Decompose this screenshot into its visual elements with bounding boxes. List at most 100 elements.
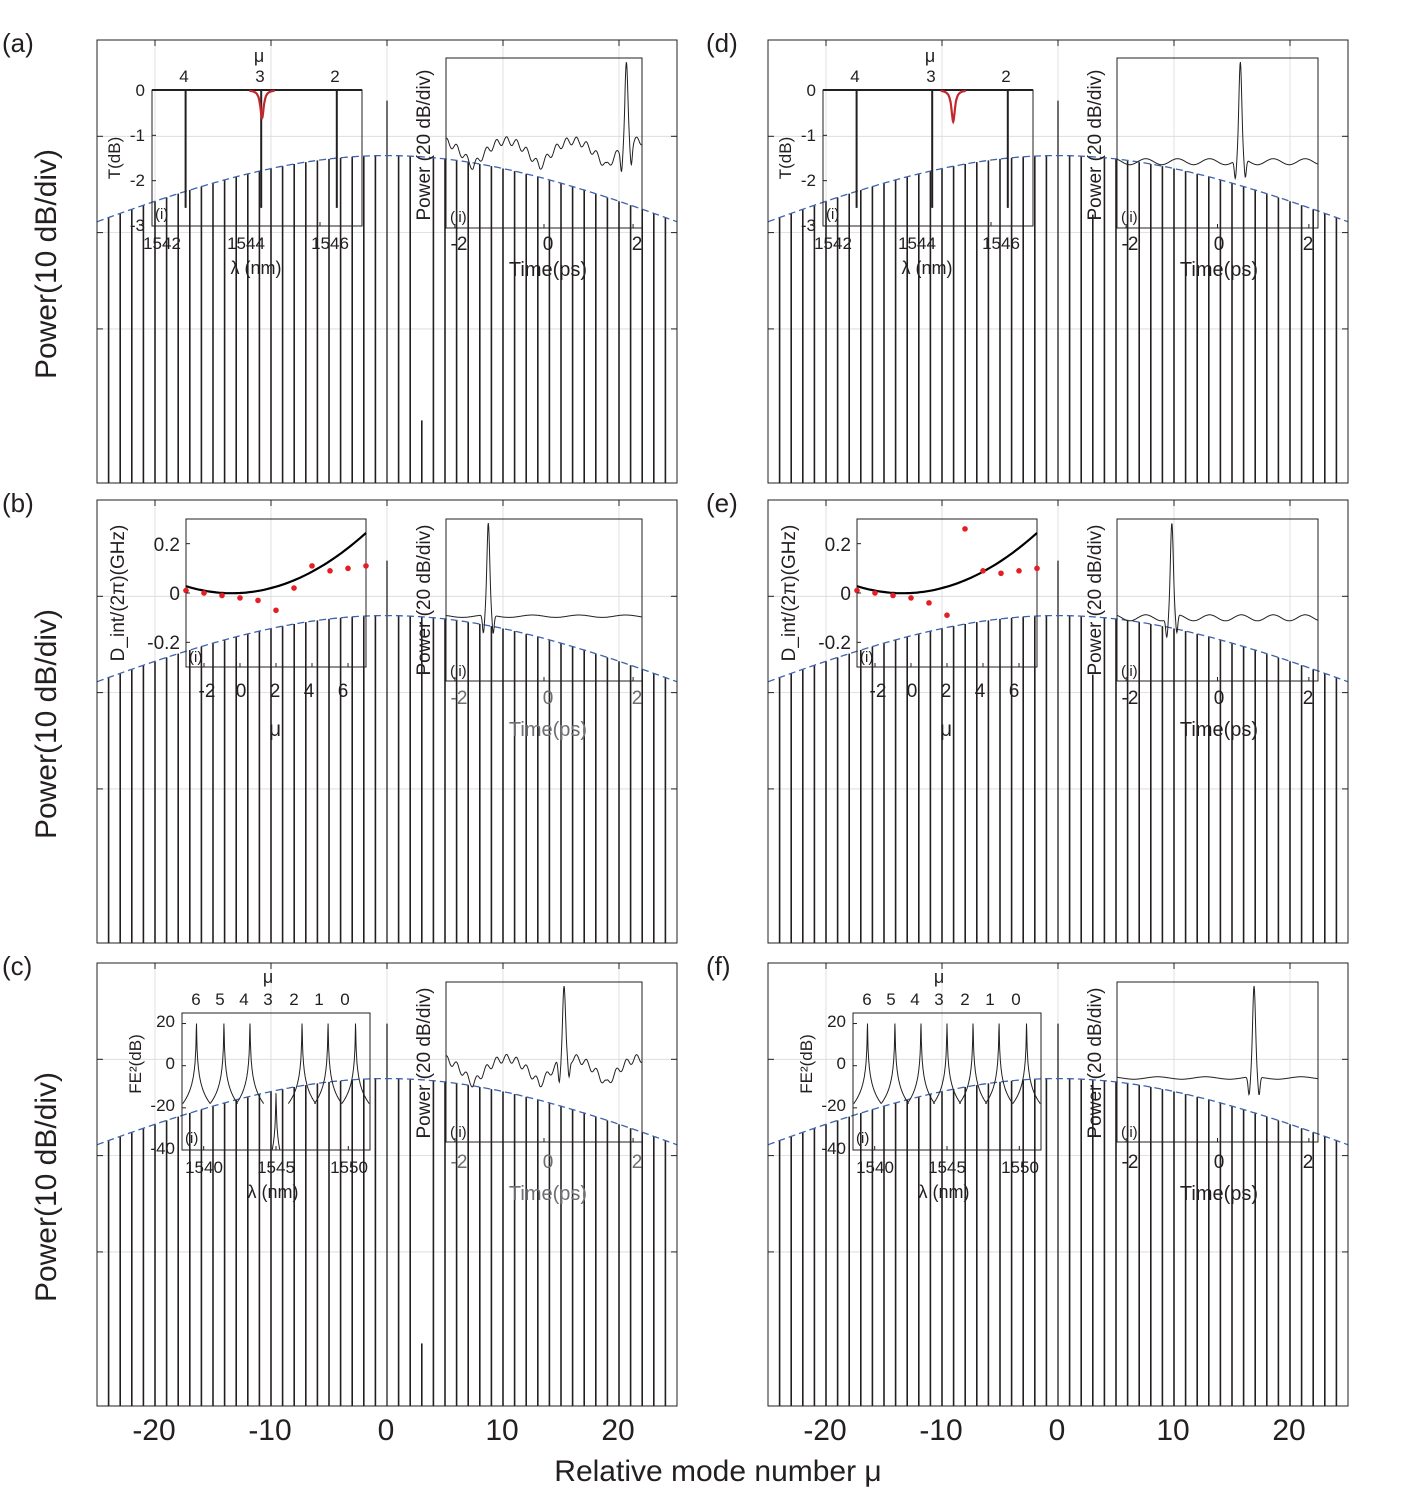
x-tick-label: 20	[601, 1414, 634, 1447]
inset-x-tick: -2	[451, 234, 468, 255]
inset-y-label: Power (20 dB/div)	[414, 987, 435, 1138]
inset-top-tick: 3	[263, 990, 272, 1009]
inset-y-label: FE²(dB)	[797, 1034, 816, 1094]
fe-peak-line	[287, 1023, 317, 1104]
inset-x-tick: 1545	[257, 1158, 295, 1177]
inset-ii-pulse-f: Power (20 dB/div) -2 0 2 Time(ps) (ii)	[1085, 981, 1319, 1205]
inset-top-axis-label: μ	[925, 46, 935, 66]
fe-peak-line	[880, 1023, 910, 1104]
inset-sublabel: (i)	[856, 1130, 869, 1147]
inset-top-tick: 3	[926, 67, 935, 86]
x-axis-label: Relative mode number μ	[554, 1455, 881, 1488]
inset-x-tick: -2	[870, 681, 887, 702]
envelope-fit-line	[96, 154, 678, 223]
inset-ii-pulse-c: Power (20 dB/div) -2 0 2 Time(ps) (ii)	[414, 981, 643, 1205]
inset-x-tick: 1546	[311, 234, 349, 253]
inset-sublabel: (i)	[155, 206, 168, 223]
inset-x-tick: 0	[543, 1152, 554, 1173]
inset-ii-pulse-a: Power (20 dB/div) -2 0 2 Time(ps) (ii)	[414, 57, 643, 281]
inset-x-tick: -2	[1122, 1152, 1139, 1173]
red-dip-line	[940, 89, 966, 125]
dint-point	[183, 587, 189, 594]
inset-top-tick: 1	[314, 990, 323, 1009]
inset-x-tick: 1540	[185, 1158, 223, 1177]
inset-sublabel: (ii)	[450, 663, 467, 680]
main-plot-b	[96, 499, 678, 944]
inset-y-tick: -20	[150, 1096, 175, 1115]
inset-y-tick: 0	[169, 584, 180, 605]
inset-y-label: D_int/(2π)(GHz)	[779, 525, 800, 662]
x-tick-label: 20	[1272, 1414, 1305, 1447]
main-plot-c	[96, 962, 678, 1407]
inset-x-label: μ	[269, 718, 281, 741]
inset-x-tick: 0	[543, 688, 554, 709]
inset-ii-pulse-e: Power (20 dB/div) -2 0 2 Time(ps) (ii)	[1085, 518, 1319, 741]
dint-fit-line	[856, 532, 1038, 595]
inset-x-tick: 1545	[928, 1158, 966, 1177]
inset-x-tick: -2	[199, 681, 216, 702]
inset-sublabel: (i)	[860, 649, 873, 666]
inset-ii-pulse-d: Power (20 dB/div) -2 0 2 Time(ps) (ii)	[1085, 57, 1319, 281]
dint-fit-line	[185, 532, 367, 595]
inset-y-label: Power (20 dB/div)	[414, 69, 435, 220]
inset-x-tick: 1540	[856, 1158, 894, 1177]
inset-y-tick: -40	[150, 1139, 175, 1158]
inset-x-label: λ (nm)	[902, 258, 953, 278]
inset-y-tick: 0.2	[825, 535, 851, 556]
inset-y-tick: -20	[821, 1096, 846, 1115]
inset-y-label: D_int/(2π)(GHz)	[108, 525, 129, 662]
x-tick-label: -20	[803, 1414, 846, 1447]
dint-point	[1034, 565, 1040, 572]
inset-top-axis-label: μ	[263, 967, 273, 987]
inset-top-tick: 4	[850, 67, 859, 86]
inset-y-label: Power (20 dB/div)	[1085, 69, 1106, 220]
inset-x-tick: 1544	[227, 234, 265, 253]
inset-x-label: Time(ps)	[1180, 259, 1258, 281]
dint-point	[926, 600, 932, 606]
inset-y-tick: -2	[130, 171, 145, 190]
inset-y-tick: -1	[801, 126, 816, 145]
inset-top-tick: 4	[179, 67, 188, 86]
inset-x-tick: 4	[304, 681, 315, 702]
panel-label-d: (d)	[706, 28, 738, 58]
x-tick-labels-right: -20 -10 0 10 20	[803, 1414, 1305, 1447]
inset-x-tick: 0	[1214, 234, 1225, 255]
inset-y-label: Power (20 dB/div)	[414, 524, 435, 675]
inset-top-tick: 5	[215, 990, 224, 1009]
inset-top-tick: 2	[960, 990, 969, 1009]
inset-sublabel: (ii)	[1121, 663, 1138, 680]
inset-sublabel: (i)	[189, 649, 202, 666]
inset-x-tick: 0	[1214, 688, 1225, 709]
envelope-fit-line	[767, 1077, 1349, 1146]
inset-x-tick: 6	[1009, 681, 1020, 702]
inset-x-tick: 2	[632, 688, 643, 709]
pulse-trace-line	[1117, 985, 1318, 1096]
inset-top-tick: 2	[330, 67, 339, 86]
inset-x-tick: -2	[1122, 234, 1139, 255]
inset-y-tick: 0	[840, 584, 851, 605]
inset-y-tick: 0	[837, 1054, 846, 1073]
inset-y-tick: 0.2	[154, 535, 180, 556]
inset-y-label: FE²(dB)	[126, 1034, 145, 1094]
inset-x-tick: 2	[1303, 1152, 1314, 1173]
fe-peak-line	[906, 1023, 936, 1104]
fe-peak-line	[313, 1023, 343, 1104]
dint-point	[944, 612, 950, 618]
inset-top-tick: 4	[910, 990, 919, 1009]
dint-point	[273, 607, 279, 614]
inset-x-tick: 0	[543, 234, 554, 255]
inset-i-filter-c: μ 6 5 4 3 2 1 0 20 0 -20 -40 1540 1545 1…	[126, 967, 371, 1202]
panel-label-a: (a)	[2, 28, 34, 58]
dint-point	[291, 585, 297, 591]
inset-y-tick: -0.2	[818, 633, 851, 654]
fe-peak-line	[182, 1023, 211, 1104]
main-plot-f	[767, 962, 1349, 1407]
inset-y-tick: -3	[801, 216, 816, 235]
envelope-fit-line	[96, 614, 678, 683]
inset-x-tick: 1550	[1001, 1158, 1039, 1177]
inset-i-dispersion-e: 0.2 0 -0.2 -2 0 2 4 6 μ D_int/(2π)(GHz) …	[779, 518, 1040, 741]
fe-peak-line	[932, 1023, 962, 1104]
x-tick-label: -10	[919, 1414, 962, 1447]
inset-x-label: λ (nm)	[231, 258, 282, 278]
fe-peak-line	[341, 1023, 370, 1104]
